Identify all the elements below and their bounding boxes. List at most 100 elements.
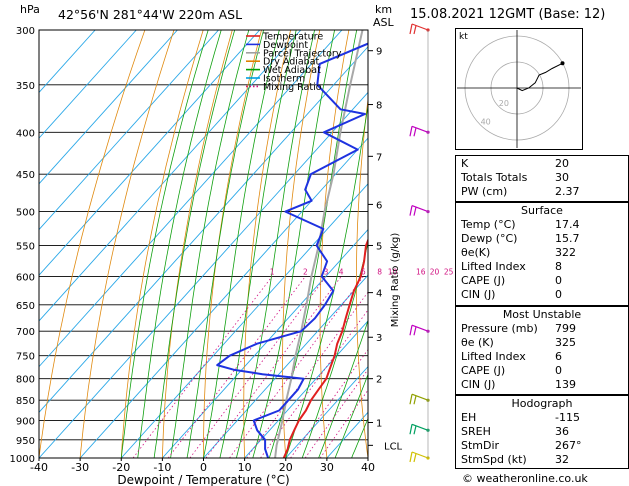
- hodograph-params-box: Hodograph EH -115 SREH 36 StmDir 267° StmSpd (…: [455, 395, 629, 469]
- wet-adiabat-line: [137, 30, 222, 458]
- pressure-tick-label: 400: [16, 128, 35, 139]
- index-label: Pressure (mb): [461, 322, 538, 335]
- index-value: 2.37: [555, 185, 580, 198]
- temperature-tick-label: 10: [238, 461, 252, 474]
- wind-barb-flag: [413, 206, 417, 216]
- pressure-tick-label: 1000: [10, 454, 35, 465]
- temperature-tick-label: 30: [320, 461, 334, 474]
- index-value: 20: [555, 157, 569, 170]
- km-tick-label: LCL: [384, 441, 403, 452]
- isotherm-line: [39, 30, 96, 94]
- index-label: Temp (°C): [461, 218, 516, 231]
- index-value: 325: [555, 336, 576, 349]
- index-label: EH: [461, 411, 477, 424]
- hodograph-trace: [516, 62, 563, 92]
- mixing-ratio-label: 16: [416, 267, 426, 276]
- legend-label: Wet Adiabat: [263, 65, 321, 76]
- temperature-profile-line: [282, 237, 368, 458]
- x-axis-title: Dewpoint / Temperature (°C): [117, 473, 289, 486]
- wet-adiabat-line: [236, 30, 315, 458]
- wet-adiabat-line: [170, 30, 250, 458]
- index-value: 15.7: [555, 232, 580, 245]
- copyright-footer: © weatheronline.co.uk: [462, 472, 588, 485]
- km-tick-label: 8: [376, 101, 382, 112]
- index-value: 139: [555, 378, 576, 391]
- pressure-tick-label: 550: [16, 241, 35, 252]
- wind-barb-flag: [413, 425, 417, 435]
- mixing-ratio-label: 1: [270, 267, 275, 276]
- isotherm-line: [39, 30, 261, 276]
- index-label: Lifted Index: [461, 350, 526, 363]
- wind-barb: [411, 451, 429, 459]
- km-axis-label: km: [375, 3, 393, 16]
- wind-barb-flag: [409, 205, 413, 216]
- dry-adiabat-line: [120, 30, 204, 458]
- mixing-ratio-line: [246, 291, 368, 458]
- isotherm-line: [120, 183, 368, 458]
- mixing-ratio-axis-title: Mixing Ratio (g/kg): [390, 233, 401, 328]
- legend-label: Dewpoint: [263, 40, 308, 51]
- mixing-ratio-label: 8: [377, 267, 382, 276]
- wind-barb-flag: [409, 325, 413, 336]
- index-label: StmDir: [461, 439, 500, 452]
- pressure-tick-label: 950: [16, 436, 35, 447]
- mixing-ratio-label: 20: [430, 267, 440, 276]
- temperature-tick-label: -20: [112, 461, 130, 474]
- temperature-tick-label: 20: [279, 461, 293, 474]
- wind-barb: [411, 205, 429, 213]
- pressure-tick-label: 300: [16, 26, 35, 37]
- legend-label: Mixing Ratio: [263, 82, 322, 93]
- mixing-ratio-label: 4: [339, 267, 344, 276]
- index-label: CIN (J): [461, 288, 496, 301]
- mixing-ratio-label: 6: [361, 267, 366, 276]
- legend-label: Temperature: [262, 32, 323, 43]
- wind-barb: [411, 324, 429, 332]
- isotherm-line: [162, 228, 368, 458]
- mixing-ratio-line: [167, 276, 306, 458]
- wind-barb: [411, 393, 429, 401]
- index-value: 0: [555, 288, 562, 301]
- pressure-tick-label: 350: [16, 81, 35, 92]
- index-label: CIN (J): [461, 378, 496, 391]
- isotherm-line: [203, 274, 368, 458]
- index-label: θe(K): [461, 246, 491, 259]
- station-location: 42°56'N 281°44'W 220m ASL: [58, 7, 243, 22]
- wet-adiabat-line: [153, 30, 236, 458]
- wet-adiabat-line: [318, 319, 368, 458]
- wet-adiabat-line: [268, 30, 358, 458]
- wet-adiabat-line: [285, 103, 368, 458]
- index-label: CAPE (J): [461, 274, 506, 287]
- index-label: Totals Totals: [461, 171, 528, 184]
- wind-barb-flag: [413, 326, 417, 336]
- asl-axis-label: ASL: [373, 16, 394, 29]
- pressure-tick-label: 850: [16, 396, 35, 407]
- hodograph: 20 40 kt: [455, 28, 583, 150]
- legend-label: Dry Adiabat: [263, 57, 320, 68]
- km-tick-label: 5: [376, 241, 382, 252]
- km-tick-label: 9: [376, 47, 382, 58]
- index-label: Lifted Index: [461, 260, 526, 273]
- pressure-tick-label: 500: [16, 208, 35, 219]
- temperature-tick-label: 0: [200, 461, 207, 474]
- wind-barb-flag: [409, 126, 413, 137]
- index-label: Dewp (°C): [461, 232, 518, 245]
- surface-title: Surface: [521, 204, 563, 217]
- isotherm-line: [39, 91, 368, 458]
- pressure-tick-label: 600: [16, 272, 35, 283]
- km-tick-label: 4: [376, 289, 382, 300]
- wind-barb: [411, 423, 429, 431]
- index-label: StmSpd (kt): [461, 453, 527, 466]
- mixing-ratio-label: 25: [444, 267, 454, 276]
- temperature-tick-label: -10: [153, 461, 171, 474]
- dry-adiabat-line: [319, 30, 350, 458]
- mixing-ratio-line: [229, 276, 364, 458]
- wind-barb-flag: [413, 395, 417, 405]
- isotherm-line: [39, 30, 137, 139]
- isotherm-line: [285, 365, 368, 458]
- index-label: SREH: [461, 425, 491, 438]
- wind-barb-flag: [409, 451, 413, 463]
- wind-barb: [411, 23, 429, 31]
- wind-barb-flag: [413, 453, 417, 463]
- hodograph-params-title: Hodograph: [511, 397, 573, 410]
